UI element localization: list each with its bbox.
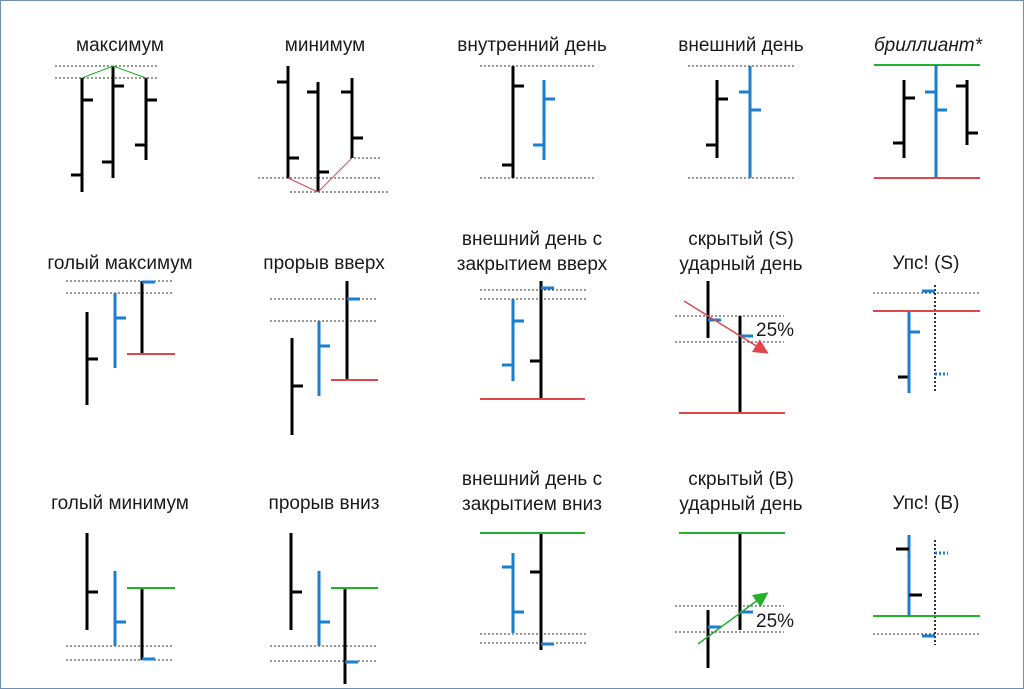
label-outside-day-close-down: внешний день с закрытием вниз [461,469,603,515]
label-outside-day: внешний день [678,35,804,56]
label-breakout-up: прорыв вверх [263,253,385,274]
label-breakout-down: прорыв вниз [268,493,380,514]
label-diamond: бриллиант* [873,35,983,56]
label-hidden-strike-day-s: скрытый (S) ударный день [679,229,803,275]
label-oops-s: Упс! (S) [892,253,960,274]
label-maximum: максимум [76,35,164,56]
label-oops-b: Упс! (B) [892,493,960,514]
label-minimum: минимум [284,35,366,56]
label-hidden-strike-day-b: скрытый (B) ударный день [679,469,803,515]
label-inside-day: внутренний день [457,35,607,56]
label-outside-day-close-up: внешний день с закрытием вверх [456,229,608,275]
label-naked-minimum: голый минимум [51,493,189,514]
label-naked-maximum: голый максимум [47,253,193,274]
